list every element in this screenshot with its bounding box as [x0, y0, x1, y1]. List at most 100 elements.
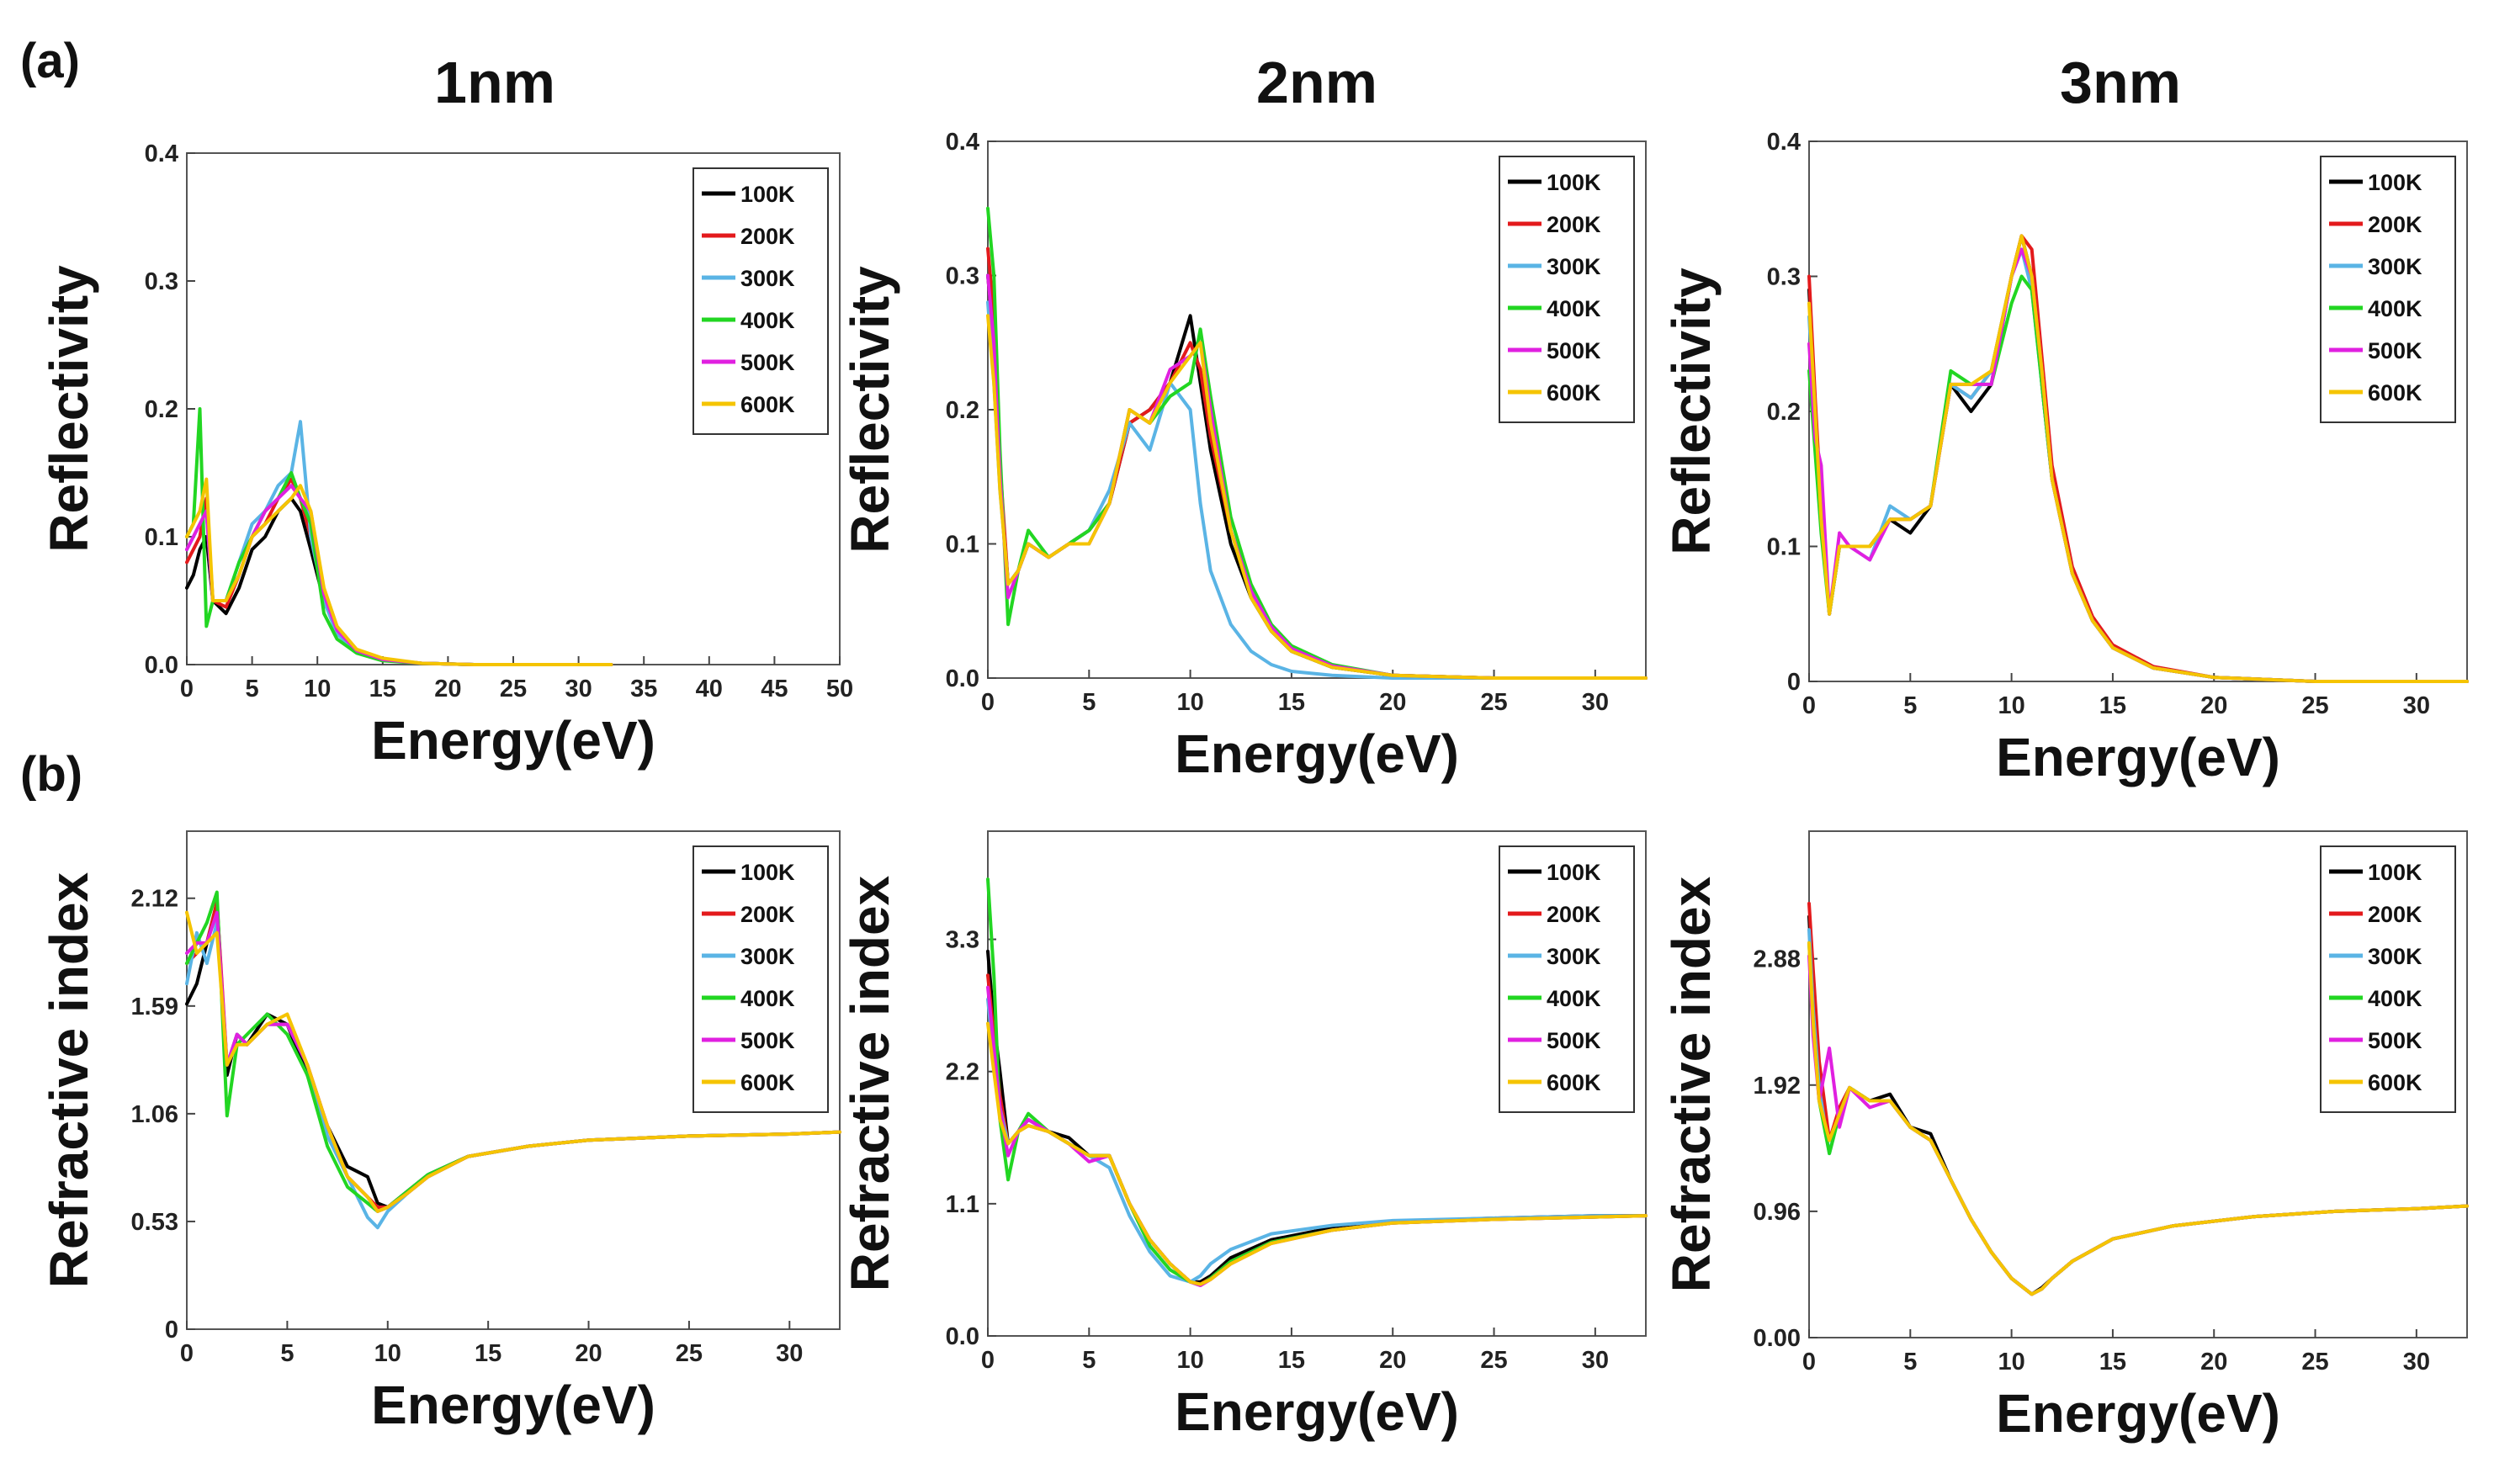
x-tick-label: 5: [1903, 1349, 1917, 1375]
chart-b-2nm: 0 5 10 15 20 25 30 0.0 1.1 2.2 3.3 Energy(eV) Refrac…: [840, 830, 1648, 1442]
x-tick-label: 30: [565, 676, 592, 702]
legend-label-200K: 200K: [2368, 212, 2422, 237]
x-tick-label: 50: [826, 676, 853, 702]
legend-label-500K: 500K: [740, 350, 795, 375]
x-tick-label: 10: [1998, 1349, 2024, 1375]
x-tick-label: 5: [1082, 689, 1096, 716]
legend-label-400K: 400K: [2368, 296, 2422, 321]
legend-box: [1499, 156, 1635, 423]
y-tick-label: 0: [165, 1317, 178, 1344]
x-tick-label: 15: [369, 676, 396, 702]
legend-label-600K: 600K: [1547, 380, 1601, 405]
series-line-600K: [1807, 234, 2469, 683]
y-tick-label: 3.3: [946, 927, 979, 954]
y-tick-label: 0.2: [946, 397, 979, 424]
y-tick-label: 0.0: [946, 1323, 979, 1350]
x-tick-label: 5: [280, 1340, 294, 1367]
x-tick-label: 30: [1582, 689, 1609, 716]
x-tick-label: 20: [2200, 692, 2227, 719]
legend-label-200K: 200K: [2368, 902, 2422, 927]
y-tick-label: 0.2: [145, 396, 178, 423]
y-tick-label: 1.1: [946, 1191, 979, 1218]
x-tick-label: 15: [1278, 1347, 1305, 1374]
legend-label-100K: 100K: [2368, 170, 2422, 195]
legend-label-600K: 600K: [2368, 380, 2422, 405]
chart-b-3nm: 0 5 10 15 20 25 30 0.00 0.96 1.92 2.88 Energy(eV) Re…: [1661, 830, 2469, 1444]
legend-label-100K: 100K: [1547, 860, 1601, 885]
y-axis-label: Reflectivity: [39, 265, 99, 553]
legend-box: [692, 845, 829, 1113]
x-axis-label: Energy(eV): [371, 1375, 655, 1435]
y-tick-label: 0.1: [946, 532, 979, 559]
chart-a-1nm: 0 5 10 15 20 25 30 35 40 45 50 0.0 0.1 0.2 0.3 0.4 Energ…: [39, 140, 853, 771]
x-tick-label: 25: [2301, 692, 2328, 719]
panel-a-label: (a): [20, 34, 80, 88]
legend-label-200K: 200K: [1547, 902, 1601, 927]
x-tick-label: 5: [246, 676, 259, 702]
legend-label-300K: 300K: [1547, 254, 1601, 279]
y-tick-label: 0.3: [145, 268, 178, 295]
y-tick-label: 0.4: [145, 140, 178, 167]
x-tick-label: 0: [981, 1347, 995, 1374]
legend: 100K 200K 300K 400K 500K 600K: [1499, 845, 1635, 1113]
x-tick-label: 30: [776, 1340, 803, 1367]
series-line-600K: [185, 477, 613, 666]
y-tick-label: 0.3: [946, 263, 979, 290]
legend-label-400K: 400K: [740, 308, 795, 333]
x-tick-label: 25: [500, 676, 527, 702]
x-tick-label: 20: [434, 676, 461, 702]
column-title-1nm: 1nm: [434, 50, 555, 115]
x-tick-label: 35: [630, 676, 657, 702]
y-tick-label: 0.2: [1767, 399, 1801, 426]
legend-label-600K: 600K: [1547, 1070, 1601, 1095]
panel-b-label: (b): [20, 747, 82, 802]
series-line-600K: [185, 910, 841, 1213]
x-tick-label: 20: [2200, 1349, 2227, 1375]
legend-label-200K: 200K: [1547, 212, 1601, 237]
x-tick-label: 10: [304, 676, 331, 702]
y-tick-label: 2.2: [946, 1059, 979, 1086]
legend-label-100K: 100K: [1547, 170, 1601, 195]
y-tick-label: 0.53: [131, 1209, 178, 1236]
x-tick-label: 0: [1802, 1349, 1816, 1375]
series-line-600K: [986, 314, 1648, 680]
chart-b-1nm: 0 5 10 15 20 25 30 0 0.53 1.06 1.59 2.12 Energy(eV) R…: [39, 830, 841, 1435]
x-tick-label: 15: [2099, 692, 2126, 719]
legend: 100K 200K 300K 400K 500K 600K: [2320, 156, 2456, 423]
series-line-600K: [1807, 941, 2469, 1296]
y-tick-label: 0.96: [1754, 1199, 1801, 1226]
legend-label-300K: 300K: [1547, 944, 1601, 969]
legend-label-300K: 300K: [740, 266, 795, 291]
legend-label-300K: 300K: [740, 944, 795, 969]
y-tick-label: 0.3: [1767, 264, 1801, 291]
x-axis-label: Energy(eV): [1996, 1383, 2280, 1444]
legend-label-100K: 100K: [740, 182, 795, 207]
legend-label-500K: 500K: [740, 1028, 795, 1053]
legend: 100K 200K 300K 400K 500K 600K: [692, 845, 829, 1113]
x-tick-label: 25: [1480, 1347, 1507, 1374]
x-tick-label: 30: [2403, 692, 2430, 719]
x-tick-label: 15: [475, 1340, 501, 1367]
x-tick-label: 45: [761, 676, 788, 702]
x-axis-label: Energy(eV): [371, 710, 655, 771]
legend-label-600K: 600K: [740, 392, 795, 417]
x-tick-label: 25: [1480, 689, 1507, 716]
y-tick-label: 0.4: [1767, 129, 1801, 156]
y-axis-label: Reflectivity: [1661, 268, 1722, 555]
y-tick-label: 1.92: [1754, 1073, 1801, 1100]
x-tick-label: 5: [1082, 1347, 1096, 1374]
series-line-600K: [986, 1021, 1648, 1286]
legend-box: [2320, 845, 2456, 1113]
x-axis-label: Energy(eV): [1175, 723, 1459, 784]
x-tick-label: 30: [2403, 1349, 2430, 1375]
legend-label-600K: 600K: [2368, 1070, 2422, 1095]
legend: 100K 200K 300K 400K 500K 600K: [692, 167, 829, 435]
y-tick-label: 0.1: [145, 524, 178, 551]
x-tick-label: 10: [1998, 692, 2024, 719]
charts-group: 0 5 10 15 20 25 30 35 40 45 500.00.10.20.30.4Energ…: [39, 129, 2469, 1444]
legend-box: [2320, 156, 2456, 423]
y-tick-label: 0.1: [1767, 534, 1801, 561]
y-tick-label: 0: [1787, 669, 1801, 696]
legend-label-400K: 400K: [2368, 986, 2422, 1011]
